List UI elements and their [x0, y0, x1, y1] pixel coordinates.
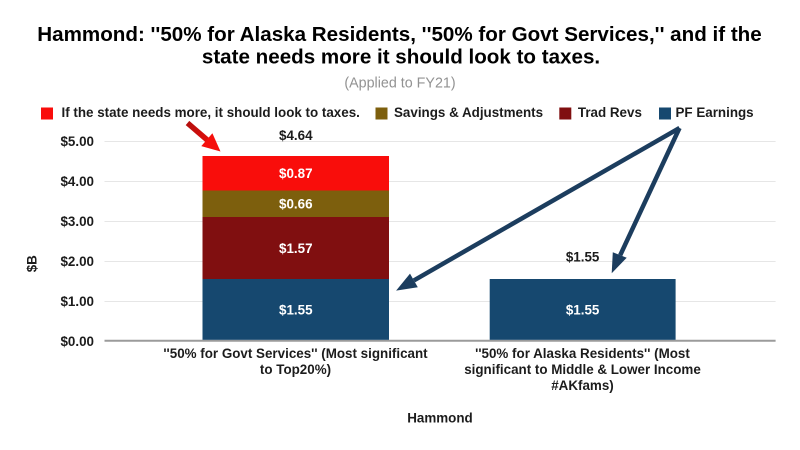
svg-text:''50% for Alaska Residents'' (: ''50% for Alaska Residents'' (Most [475, 346, 690, 361]
svg-text:$2.00: $2.00 [60, 254, 94, 269]
svg-text:$1.57: $1.57 [279, 241, 313, 256]
svg-text:to Top20%): to Top20%) [260, 362, 331, 377]
svg-text:$4.64: $4.64 [279, 128, 313, 143]
svg-text:$1.00: $1.00 [60, 294, 94, 309]
svg-text:(Applied to FY21): (Applied to FY21) [344, 76, 455, 92]
svg-text:#AKfams): #AKfams) [551, 378, 614, 393]
svg-text:PF Earnings: PF Earnings [676, 105, 754, 120]
svg-text:$1.55: $1.55 [566, 250, 600, 265]
svg-text:$0.87: $0.87 [279, 166, 313, 181]
svg-text:''50% for Govt Services'' (Mos: ''50% for Govt Services'' (Most signific… [163, 346, 428, 361]
svg-text:$0.66: $0.66 [279, 197, 313, 212]
svg-text:Hammond: ''50% for Alaska Resi: Hammond: ''50% for Alaska Residents, ''5… [37, 23, 761, 46]
svg-text:$B: $B [25, 255, 40, 272]
svg-text:Savings & Adjustments: Savings & Adjustments [394, 105, 543, 120]
svg-text:significant to Middle & Lower: significant to Middle & Lower Income [464, 362, 701, 377]
svg-text:If the state needs more, it sh: If the state needs more, it should look … [62, 105, 360, 120]
svg-text:$5.00: $5.00 [60, 134, 94, 149]
svg-text:$1.55: $1.55 [566, 303, 600, 318]
svg-text:state needs more it should loo: state needs more it should look to taxes… [202, 45, 600, 68]
svg-text:$1.55: $1.55 [279, 303, 313, 318]
svg-text:$3.00: $3.00 [60, 214, 94, 229]
svg-text:Hammond: Hammond [407, 411, 472, 426]
svg-text:$0.00: $0.00 [60, 334, 94, 349]
svg-text:Trad Revs: Trad Revs [578, 105, 642, 120]
svg-text:$4.00: $4.00 [60, 174, 94, 189]
